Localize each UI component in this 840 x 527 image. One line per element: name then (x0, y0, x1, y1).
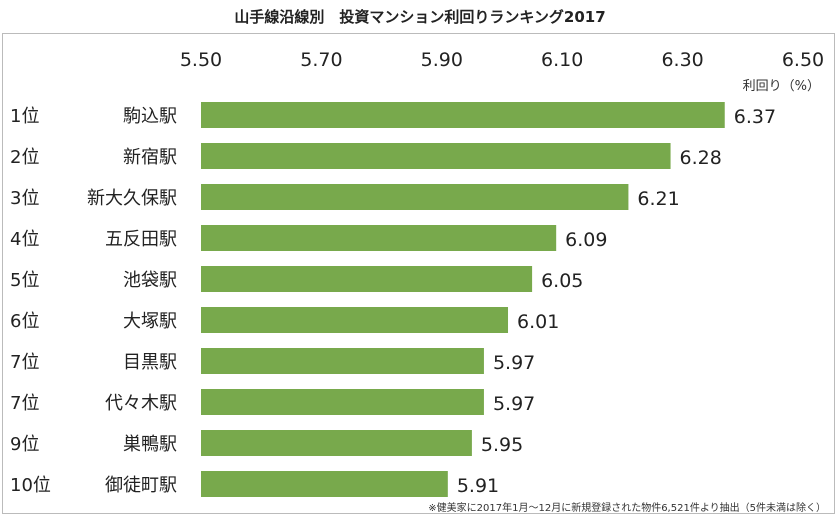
category-label: 大塚駅 (123, 311, 177, 332)
x-tick-label: 6.30 (661, 49, 703, 71)
bar (201, 348, 484, 374)
category-label: 駒込駅 (123, 106, 177, 127)
x-tick-label: 6.50 (782, 49, 824, 71)
x-tick-label: 5.50 (180, 49, 222, 71)
category-label: 代々木駅 (105, 393, 177, 414)
bar (201, 471, 448, 497)
x-tick-label: 6.10 (541, 49, 583, 71)
data-label: 6.05 (541, 270, 583, 292)
x-tick-label: 5.70 (300, 49, 342, 71)
data-label: 5.95 (481, 434, 523, 456)
footnote: ※健美家に2017年1月～12月に新規登録された物件6,521件より抽出（5件未… (428, 503, 826, 514)
rank-label: 4位 (10, 229, 39, 250)
category-label: 御徒町駅 (105, 475, 177, 496)
category-label: 目黒駅 (123, 352, 177, 373)
bar (201, 389, 484, 415)
x-tick-label: 5.90 (421, 49, 463, 71)
data-label: 6.21 (637, 188, 679, 210)
category-label: 池袋駅 (123, 270, 177, 291)
bar (201, 266, 533, 292)
rank-label: 10位 (10, 475, 51, 496)
category-label: 巣鴨駅 (123, 434, 177, 455)
bar (201, 184, 629, 210)
bar (201, 143, 671, 169)
data-label: 6.37 (734, 106, 776, 128)
data-label: 6.09 (565, 229, 607, 251)
bar (201, 102, 725, 128)
rank-label: 3位 (10, 188, 39, 209)
category-label: 新大久保駅 (87, 188, 177, 209)
bar (201, 430, 472, 456)
data-label: 5.97 (493, 352, 535, 374)
data-label: 6.28 (680, 147, 722, 169)
category-label: 五反田駅 (105, 229, 177, 250)
rank-label: 1位 (10, 106, 39, 127)
rank-label: 5位 (10, 270, 39, 291)
data-label: 5.91 (457, 475, 499, 497)
rank-label: 9位 (10, 434, 39, 455)
bar (201, 225, 557, 251)
data-label: 5.97 (493, 393, 535, 415)
category-label: 新宿駅 (123, 147, 177, 168)
x-axis-label: 利回り（%） (743, 79, 820, 94)
data-label: 6.01 (517, 311, 559, 333)
chart-title: 山手線沿線別 投資マンション利回りランキング2017 (234, 8, 606, 26)
rank-label: 7位 (10, 352, 39, 373)
rank-label: 7位 (10, 393, 39, 414)
rank-label: 2位 (10, 147, 39, 168)
bar (201, 307, 509, 333)
rank-label: 6位 (10, 311, 39, 332)
chart-frame (2, 33, 835, 514)
